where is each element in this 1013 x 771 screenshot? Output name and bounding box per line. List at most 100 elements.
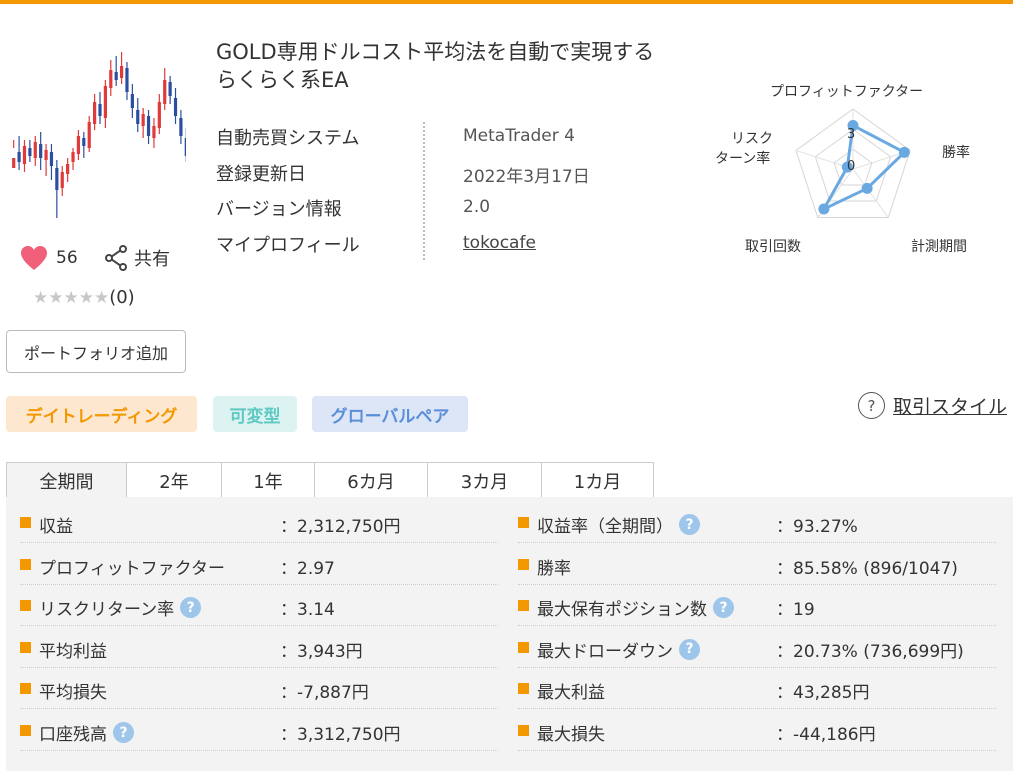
bullet-icon <box>518 683 529 695</box>
share-button[interactable]: 共有 <box>104 245 170 271</box>
candle-body <box>55 168 59 190</box>
bullet-icon <box>20 600 31 612</box>
candle-body <box>66 164 70 174</box>
row-divider <box>20 666 498 668</box>
like-count: 56 <box>56 248 78 268</box>
period-tabs: 全期間 2年 1年 6カ月 3カ月 1カ月 <box>6 462 654 498</box>
candle-body <box>173 98 178 116</box>
candle-body <box>141 114 145 126</box>
candle-body <box>33 142 37 158</box>
help-icon[interactable]: ? <box>713 597 734 619</box>
candle-body <box>17 152 21 162</box>
stat-label: 収益 <box>39 512 73 537</box>
tab-all-period[interactable]: 全期間 <box>6 462 127 498</box>
radar-point <box>818 203 830 215</box>
info-label: バージョン情報 <box>216 199 342 220</box>
tab-6-months[interactable]: 6カ月 <box>314 462 428 498</box>
row-divider <box>20 625 498 627</box>
stat-label: 最大損失 <box>537 720 605 745</box>
bullet-icon <box>518 725 529 736</box>
candle-body <box>82 138 86 146</box>
help-icon[interactable]: ? <box>679 638 700 660</box>
stat-label: リスクリターン率? <box>39 595 202 620</box>
trade-style-label: 取引スタイル <box>893 396 1008 418</box>
rating[interactable]: ★★★★★ (0) <box>33 287 135 308</box>
candle-body <box>114 72 118 80</box>
radar-spoke <box>852 168 889 218</box>
info-value: MetaTrader 4 <box>463 126 575 146</box>
heart-icon <box>21 246 47 270</box>
tab-1-month[interactable]: 1カ月 <box>541 462 654 498</box>
row-divider <box>20 583 498 585</box>
row-divider <box>518 750 996 751</box>
info-value: 2.0 <box>463 197 491 217</box>
bullet-icon <box>20 641 31 653</box>
stat-label: 最大ドローダウン? <box>537 637 700 662</box>
radar-axis-label: 取引回数 <box>745 239 801 255</box>
row-divider <box>20 542 498 543</box>
stat-label: 収益率（全期間）? <box>537 512 700 537</box>
candle-body <box>184 138 186 156</box>
tag-daytrading[interactable]: デイトレーディング <box>6 396 197 432</box>
tag-global-pair[interactable]: グローバルペア <box>312 396 468 432</box>
add-portfolio-button[interactable]: ポートフォリオ追加 <box>6 330 186 373</box>
bullet-icon <box>518 558 529 570</box>
radar-chart: プロフィットファクター 勝率 計測期間 取引回数 リスク ターン率 3 0 <box>700 75 1000 260</box>
stat-value: ：2,312,750円 <box>280 517 401 537</box>
radar-axis-label: プロフィットファクター <box>770 84 924 100</box>
tab-3-months[interactable]: 3カ月 <box>427 462 542 498</box>
stat-row: 勝率 ：85.58% (896/1047) <box>518 543 996 585</box>
stat-row: 最大ドローダウン? ：20.73% (736,699円) <box>518 626 996 668</box>
tab-1-year[interactable]: 1年 <box>221 462 315 498</box>
stat-label: 勝率 <box>537 554 571 579</box>
stat-label-text: 最大ドローダウン <box>537 641 673 662</box>
stat-label-text: 平均利益 <box>39 641 107 662</box>
candle-body <box>93 102 97 124</box>
stat-label: 口座残高? <box>39 720 134 745</box>
stat-row: 収益 ：2,312,750円 <box>20 501 498 543</box>
stat-value: ：19 <box>776 600 815 621</box>
candle-body <box>87 122 91 148</box>
candle-body <box>125 68 129 92</box>
bullet-icon <box>20 725 31 736</box>
radar-axis-label: 勝率 <box>942 145 970 161</box>
radar-tick-max: 3 <box>847 127 856 142</box>
bullet-icon <box>20 558 31 570</box>
candle-body <box>39 144 43 158</box>
radar-point <box>841 161 853 173</box>
stat-label-text: 最大損失 <box>537 725 605 745</box>
share-icon <box>105 245 127 271</box>
stat-row: 最大損失 ：-44,186円 <box>518 709 996 751</box>
stat-row: リスクリターン率? ：3.14 <box>20 584 498 627</box>
candle-body <box>119 66 124 78</box>
candle-body <box>76 136 81 154</box>
stat-label: 最大利益 <box>537 678 605 703</box>
tab-2-years[interactable]: 2年 <box>126 462 222 498</box>
trade-style-link[interactable]: ? 取引スタイル <box>858 392 1007 419</box>
like-button[interactable]: 56 <box>20 245 78 271</box>
candle-body <box>157 102 161 128</box>
candle-body <box>152 126 156 138</box>
candle-body <box>103 86 107 118</box>
share-label: 共有 <box>134 249 170 270</box>
candle-body <box>22 146 27 164</box>
row-divider <box>518 708 996 710</box>
stat-value: ：2.97 <box>280 558 335 579</box>
stat-value: ：-44,186円 <box>776 725 876 745</box>
help-icon[interactable]: ? <box>180 597 202 619</box>
stat-label: 平均利益 <box>39 637 107 662</box>
stat-label: 最大保有ポジション数? <box>537 595 734 620</box>
profile-link[interactable]: tokocafe <box>463 233 536 253</box>
help-icon[interactable]: ? <box>679 514 700 535</box>
stat-row: 最大利益 ：43,285円 <box>518 667 996 710</box>
radar-axis-label: リスク <box>731 131 773 147</box>
radar-point <box>847 120 859 131</box>
stat-label-text: 口座残高 <box>39 725 107 745</box>
row-divider <box>20 750 498 751</box>
info-value: 2022年3月17日 <box>463 167 590 187</box>
stats-panel: 収益 ：2,312,750円 プロフィットファクター ：2.97 リスクリターン率? ：3… <box>6 497 1013 771</box>
stat-label-text: 勝率 <box>537 558 571 579</box>
tag-variable[interactable]: 可変型 <box>213 396 297 432</box>
candle-body <box>109 70 113 88</box>
help-icon[interactable]: ? <box>113 722 134 743</box>
